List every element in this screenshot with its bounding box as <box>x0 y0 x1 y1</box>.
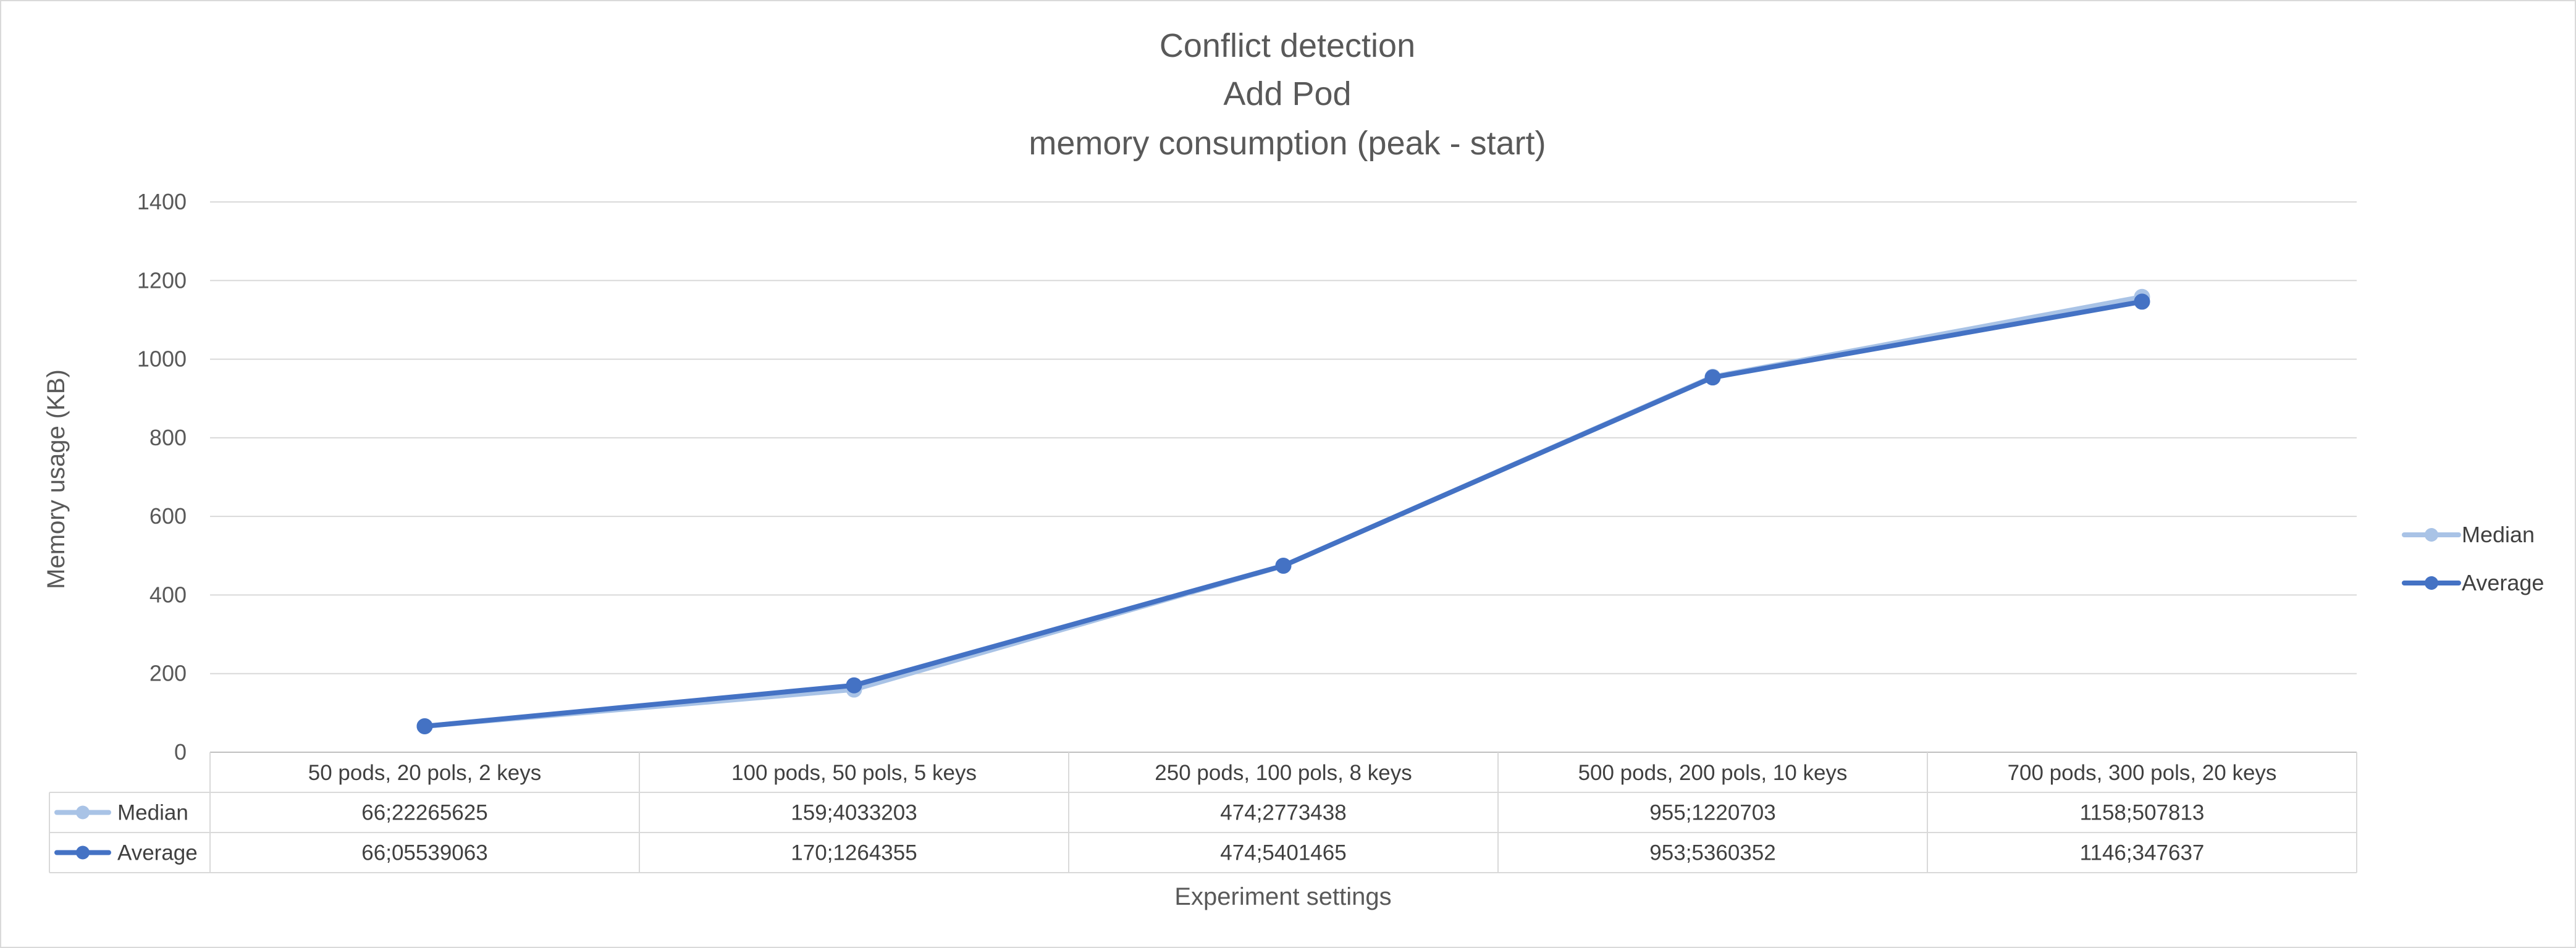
table-cell-median: 159;4033203 <box>791 801 917 825</box>
data-point-average <box>2134 293 2150 310</box>
y-axis-ticks: 0 200 400 600 800 1000 1200 1400 <box>137 189 187 765</box>
chart-title-line-2: Add Pod <box>1223 75 1351 112</box>
x-tick-label: 100 pods, 50 pols, 5 keys <box>731 761 977 785</box>
y-tick-label: 1000 <box>137 346 187 372</box>
legend-marker-average <box>2425 576 2438 590</box>
x-tick-label: 250 pods, 100 pols, 8 keys <box>1155 761 1412 785</box>
table-cell-median: 474;2773438 <box>1220 801 1346 825</box>
legend: Median Average <box>2402 522 2544 595</box>
chart-title-line-1: Conflict detection <box>1160 27 1415 64</box>
data-point-average <box>416 718 433 734</box>
series-lines <box>416 288 2150 734</box>
legend-label-median: Median <box>2462 522 2535 547</box>
x-tick-label: 50 pods, 20 pols, 2 keys <box>308 761 541 785</box>
y-axis-title: Memory usage (KB) <box>43 369 70 589</box>
y-tick-label: 200 <box>149 661 187 686</box>
table-cell-average: 170;1264355 <box>791 841 917 865</box>
data-point-average <box>1275 557 1292 574</box>
y-tick-label: 800 <box>149 425 187 450</box>
x-tick-label: 500 pods, 200 pols, 10 keys <box>1578 761 1848 785</box>
x-axis-title: Experiment settings <box>1174 883 1391 910</box>
y-tick-label: 0 <box>174 739 187 765</box>
table-series-name-average: Average <box>117 841 198 865</box>
table-cell-median: 955;1220703 <box>1649 801 1775 825</box>
data-table: 50 pods, 20 pols, 2 keys 100 pods, 50 pol… <box>49 752 2357 873</box>
table-cell-median: 1158;507813 <box>2080 801 2205 825</box>
chart-title-line-3: memory consumption (peak - start) <box>1029 125 1546 162</box>
table-cell-average: 1146;347637 <box>2080 841 2205 865</box>
data-point-average <box>1704 369 1721 386</box>
table-legend-marker-average <box>76 845 90 860</box>
x-tick-label: 700 pods, 300 pols, 20 keys <box>2008 761 2277 785</box>
y-tick-label: 1200 <box>137 267 187 293</box>
table-cell-average: 66;05539063 <box>361 841 487 865</box>
legend-marker-median <box>2425 528 2438 542</box>
gridlines <box>210 201 2357 674</box>
chart-title: Conflict detection Add Pod memory consum… <box>1029 27 1546 162</box>
table-legend-marker-median <box>76 805 90 820</box>
table-cell-average: 474;5401465 <box>1220 841 1346 865</box>
y-tick-label: 1400 <box>137 189 187 214</box>
table-cell-median: 66;22265625 <box>361 801 487 825</box>
y-tick-label: 400 <box>149 582 187 607</box>
data-point-average <box>846 677 862 694</box>
table-series-name-median: Median <box>117 801 188 825</box>
legend-label-average: Average <box>2462 570 2544 595</box>
table-cell-average: 953;5360352 <box>1649 841 1775 865</box>
y-tick-label: 600 <box>149 503 187 529</box>
